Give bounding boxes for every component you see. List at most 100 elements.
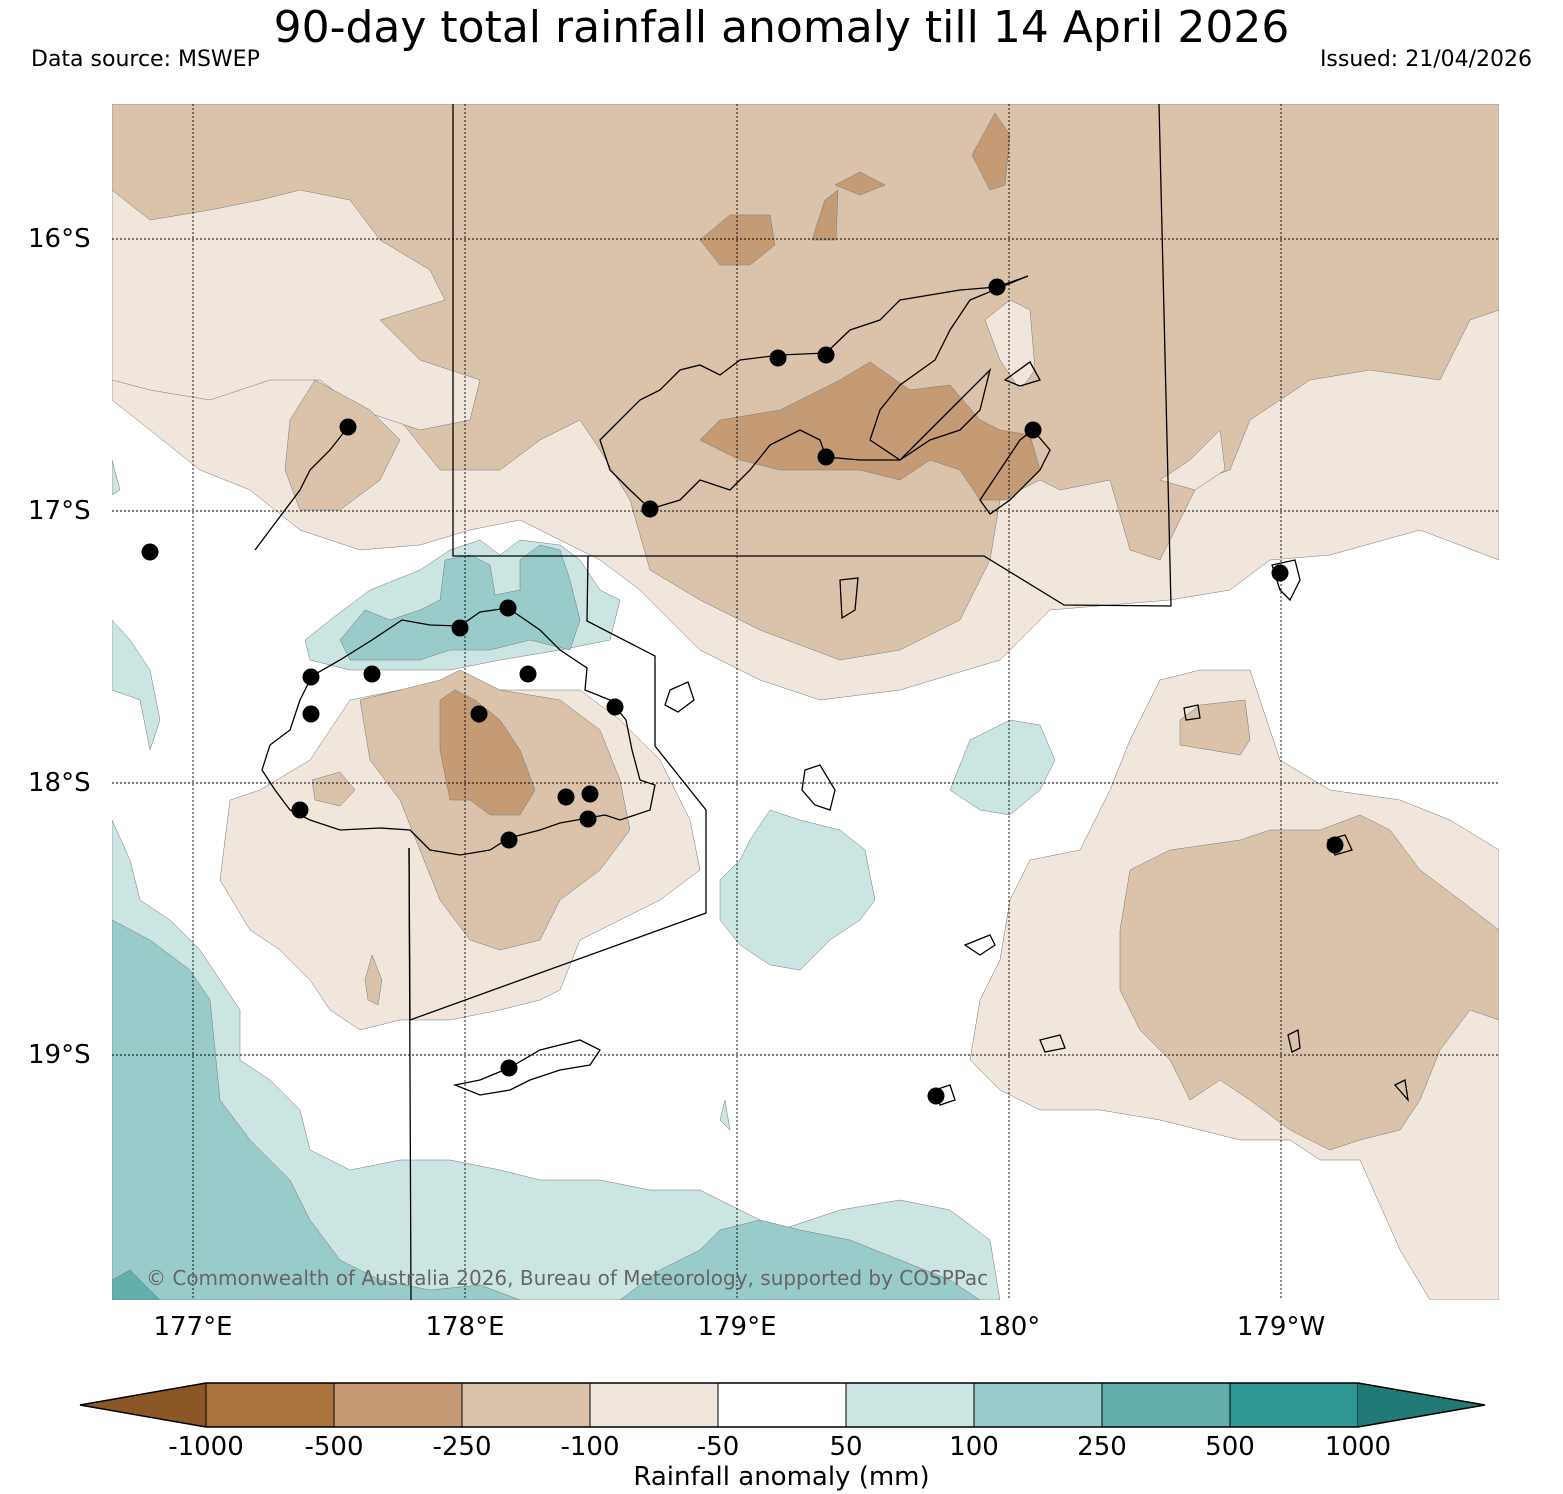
contour-mid-brown-north-3: [811, 189, 839, 241]
contour-tan-west-island: [284, 379, 401, 511]
contour-light-teal-west-small: [112, 459, 121, 496]
division-boundaries: [408, 104, 1172, 1300]
data-source: Data source: MSWEP: [31, 47, 260, 72]
small-island-6: [1183, 704, 1201, 721]
graticule: [112, 104, 1499, 1300]
contour-light-teal-west: [112, 619, 161, 751]
colorbar-tick-label: 50: [829, 1432, 863, 1462]
small-island-5: [1271, 559, 1301, 602]
lon-label-179w: 179°W: [1236, 1312, 1326, 1342]
contour-mid-brown-north-2: [834, 171, 886, 196]
station-marker: [927, 1087, 945, 1105]
contour-mid-teal-corner: [112, 1269, 161, 1300]
colorbar-bin: [589, 1382, 719, 1428]
contour-mid-brown-vitilevu: [439, 689, 536, 816]
anomaly-contours: [112, 104, 1499, 1300]
colorbar-tick-label: 1000: [1324, 1432, 1392, 1462]
colorbar-bin: [1229, 1382, 1359, 1428]
gau-coast: [963, 934, 996, 956]
lat-label-19s: 19°S: [28, 1040, 91, 1070]
contour-light-teal-koro: [949, 719, 1056, 816]
issued-date: Issued: 21/04/2026: [1319, 47, 1532, 72]
colorbar: [79, 1382, 1486, 1428]
contour-light-teal-central: [719, 809, 876, 971]
colorbar-extend-low: [80, 1383, 206, 1427]
station-marker: [606, 698, 624, 716]
station-marker: [1326, 836, 1344, 854]
colorbar-bin: [973, 1382, 1103, 1428]
contour-teal-vitilevu-north: [339, 544, 581, 661]
colorbar-tick-label: -100: [560, 1432, 620, 1462]
colorbar-bin: [717, 1382, 847, 1428]
lon-label-180: 180°: [977, 1312, 1041, 1342]
station-marker: [451, 619, 469, 637]
colorbar-tick-label: 100: [949, 1432, 999, 1462]
station-marker: [302, 668, 320, 686]
map-title: 90-day total rainfall anomaly till 14 Ap…: [273, 2, 1290, 53]
colorbar-bin: [205, 1382, 335, 1428]
colorbar-tick-label: 250: [1077, 1432, 1127, 1462]
colorbar-tick-label: -250: [432, 1432, 492, 1462]
station-marker: [817, 448, 835, 466]
contour-teal-southwest: [112, 919, 521, 1300]
contour-light-teal-small: [719, 1099, 731, 1131]
station-marker: [641, 500, 659, 518]
lat-label-17s: 17°S: [28, 496, 91, 526]
colorbar-tick-label: 500: [1205, 1432, 1255, 1462]
small-island-2: [1039, 1034, 1066, 1053]
station-marker: [579, 810, 597, 828]
station-marker: [817, 346, 835, 364]
contour-teal-south: [619, 1219, 981, 1300]
lon-label-179e: 179°E: [697, 1312, 777, 1342]
station-markers: [141, 278, 1344, 1105]
station-marker: [302, 705, 320, 723]
moala-coast: [839, 577, 859, 620]
copyright-notice: © Commonwealth of Australia 2026, Bureau…: [146, 1266, 989, 1290]
station-marker: [1271, 564, 1289, 582]
contour-tan-south-strip: [364, 954, 383, 1006]
yasawa-coast: [254, 426, 349, 551]
small-island-8: [1393, 1079, 1409, 1103]
colorbar-bin: [333, 1382, 463, 1428]
colorbar-outline: [79, 1382, 1486, 1428]
colorbar-tick-label: -500: [304, 1432, 364, 1462]
contour-mid-brown-north-1: [699, 214, 776, 266]
station-marker: [557, 788, 575, 806]
vitilevu-coast: [261, 607, 656, 856]
contour-tan-lau: [1119, 814, 1499, 1151]
station-marker: [519, 665, 537, 683]
contour-light-brown-west: [112, 189, 481, 431]
colorbar-bin: [845, 1382, 975, 1428]
contour-light-brown-northeast: [1159, 429, 1226, 491]
colorbar-tick-label: -50: [696, 1432, 740, 1462]
colorbar-tick-label: -1000: [168, 1432, 244, 1462]
station-marker: [470, 705, 488, 723]
small-island-1: [664, 681, 695, 713]
contour-mid-brown-north-4: [971, 112, 1011, 191]
coastlines: [254, 275, 1409, 1106]
small-island-7: [1287, 1029, 1301, 1053]
station-marker: [291, 801, 309, 819]
koro-coast: [801, 764, 836, 811]
station-marker: [363, 665, 381, 683]
colorbar-bin: [1101, 1382, 1231, 1428]
station-marker: [141, 543, 159, 561]
contour-light-teal-southwest: [112, 819, 1001, 1300]
lat-label-18s: 18°S: [28, 768, 91, 798]
station-marker: [1024, 421, 1042, 439]
colorbar-extend-high: [1358, 1383, 1485, 1427]
contour-tan-lau-north: [1179, 699, 1251, 756]
station-marker: [339, 418, 357, 436]
lat-label-16s: 16°S: [28, 224, 91, 254]
small-island-4: [1003, 361, 1041, 387]
station-marker: [769, 349, 787, 367]
taveuni-coast: [979, 429, 1051, 515]
station-marker: [500, 1059, 518, 1077]
colorbar-title: Rainfall anomaly (mm): [633, 1462, 930, 1492]
station-marker: [499, 599, 517, 617]
lon-label-177e: 177°E: [153, 1312, 233, 1342]
colorbar-bin: [461, 1382, 591, 1428]
lon-label-178e: 178°E: [425, 1312, 505, 1342]
contour-tan-southwest: [311, 771, 356, 807]
